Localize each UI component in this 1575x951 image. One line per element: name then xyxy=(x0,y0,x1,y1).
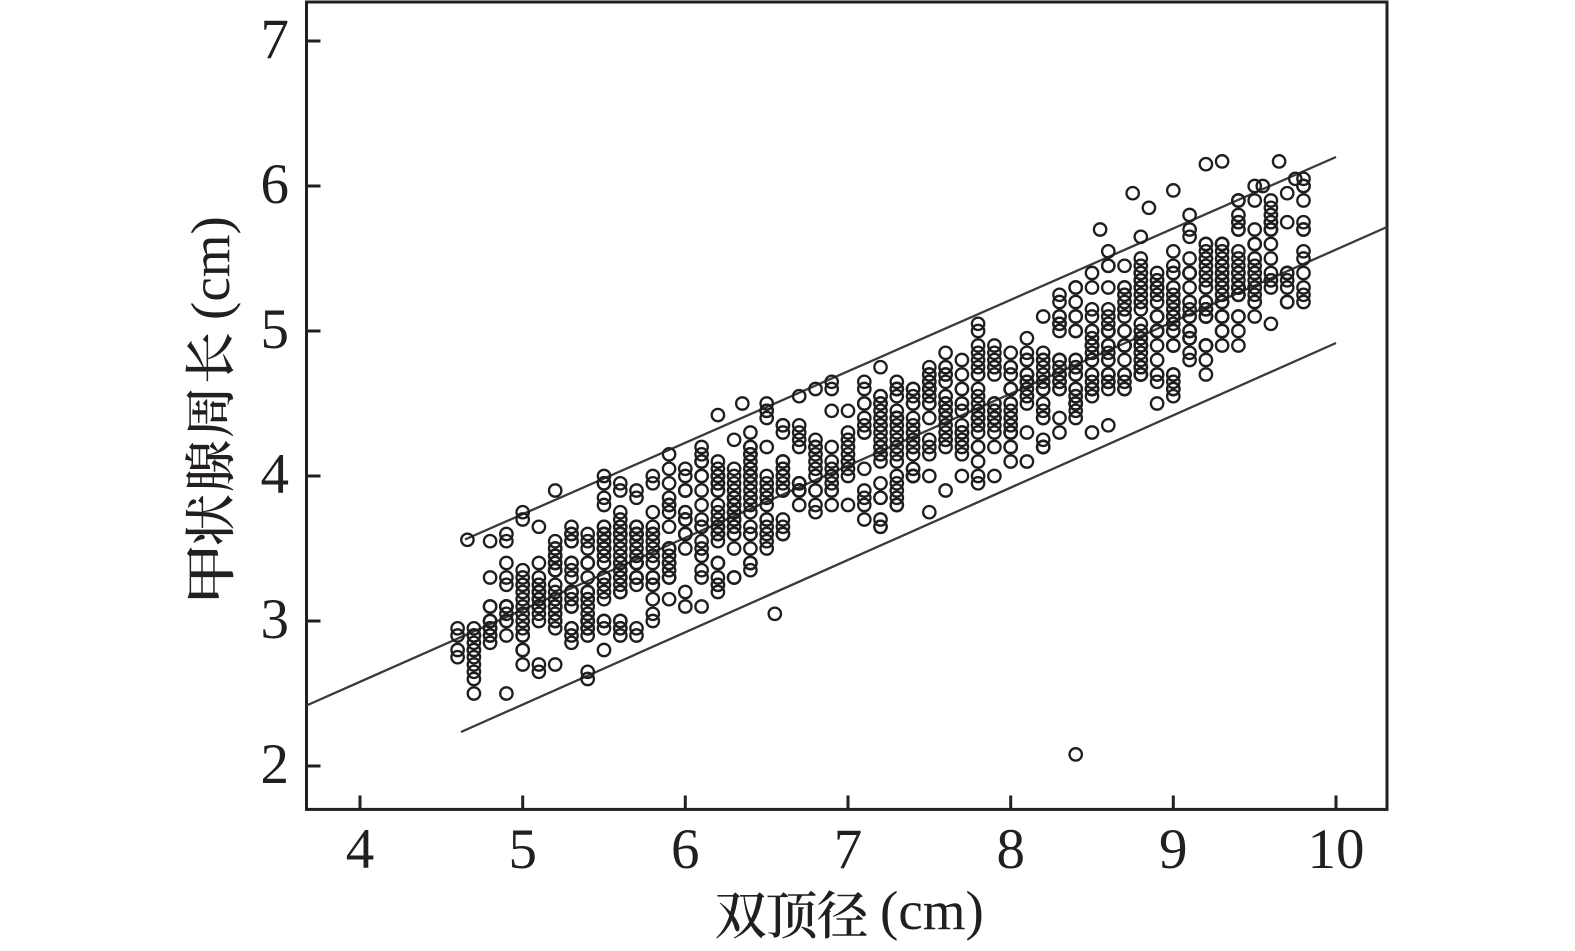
svg-text:6: 6 xyxy=(671,818,700,881)
svg-text:4: 4 xyxy=(346,818,375,881)
svg-text:10: 10 xyxy=(1308,818,1365,881)
svg-text:5: 5 xyxy=(261,298,290,361)
svg-text:2: 2 xyxy=(261,733,290,796)
svg-text:(cm): (cm) xyxy=(880,880,984,941)
svg-text:5: 5 xyxy=(508,818,537,881)
svg-text:7: 7 xyxy=(261,8,290,71)
svg-text:8: 8 xyxy=(996,818,1025,881)
svg-text:6: 6 xyxy=(261,153,290,216)
svg-text:(cm): (cm) xyxy=(180,216,241,320)
svg-text:4: 4 xyxy=(261,443,290,506)
svg-text:3: 3 xyxy=(261,588,290,651)
svg-text:9: 9 xyxy=(1159,818,1188,881)
svg-text:7: 7 xyxy=(834,818,863,881)
